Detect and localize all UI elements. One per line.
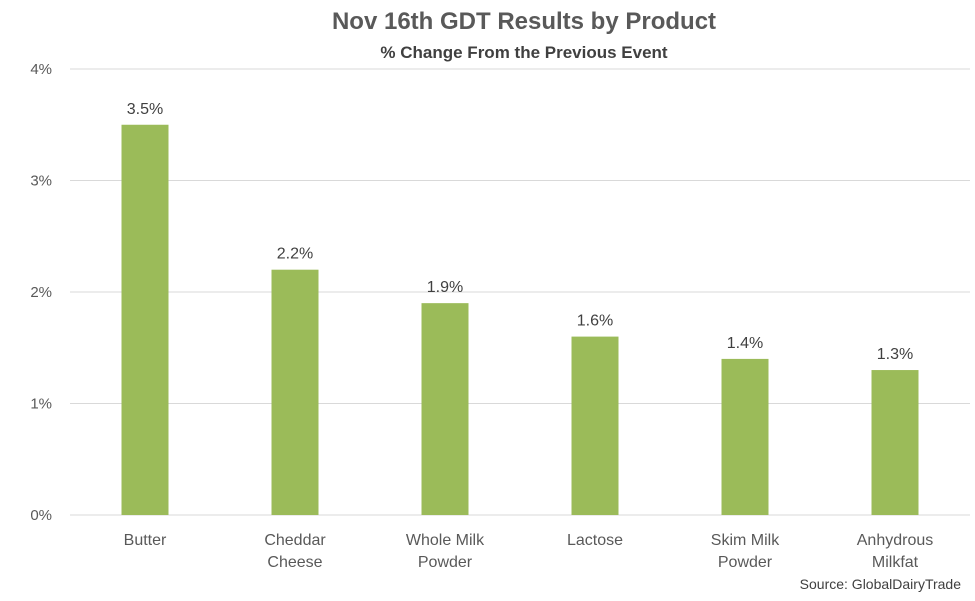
gridlines: [70, 68, 970, 516]
x-tick-label: Cheddar Cheese: [264, 532, 326, 571]
data-label: 3.5%: [127, 101, 163, 118]
y-axis-ticks: 0% 1% 2% 3% 4%: [30, 61, 52, 524]
x-tick-label: Anhydrous Milkfat: [857, 532, 934, 571]
bar: [871, 370, 919, 515]
bar: [121, 124, 169, 515]
bars: [121, 124, 919, 515]
data-label: 1.9%: [427, 279, 463, 296]
data-labels: 3.5% 2.2% 1.9% 1.6% 1.4% 1.3%: [127, 101, 913, 363]
x-tick-label: Skim Milk Powder: [711, 532, 780, 571]
y-tick-label: 3%: [30, 173, 52, 190]
x-tick-label: Whole Milk Powder: [406, 532, 485, 571]
chart-subtitle: % Change From the Previous Event: [380, 43, 668, 62]
bar: [421, 303, 469, 515]
x-tick-label: Butter: [124, 532, 167, 549]
x-tick-label: Lactose: [567, 532, 623, 549]
y-tick-label: 4%: [30, 61, 52, 78]
data-label: 2.2%: [277, 246, 313, 263]
y-tick-label: 1%: [30, 396, 52, 413]
data-label: 1.4%: [727, 335, 763, 352]
data-label: 1.6%: [577, 313, 613, 330]
data-label: 1.3%: [877, 346, 913, 363]
y-tick-label: 2%: [30, 284, 52, 301]
bar: [721, 358, 769, 515]
chart-title: Nov 16th GDT Results by Product: [331, 8, 717, 35]
source-note: Source: GlobalDairyTrade: [799, 576, 961, 592]
bar: [271, 269, 319, 515]
x-axis-labels: Butter Cheddar Cheese Whole Milk Powder Lacto…: [124, 532, 934, 571]
y-tick-label: 0%: [30, 507, 52, 524]
bar: [571, 336, 619, 515]
